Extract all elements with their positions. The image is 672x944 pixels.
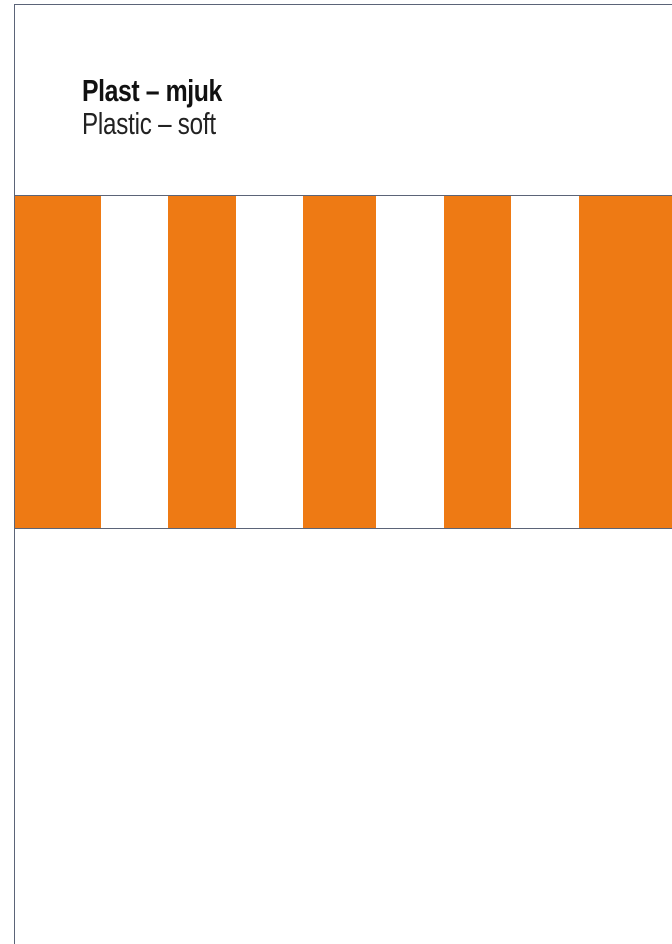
stripe-orange xyxy=(15,196,101,528)
title-swedish: Plast – mjuk xyxy=(82,73,222,108)
title-block: Plast – mjuk Plastic – soft xyxy=(82,74,257,140)
stripe-orange xyxy=(579,196,672,528)
stripe-band xyxy=(15,195,672,529)
stripe-white xyxy=(376,196,444,528)
stripe-orange xyxy=(303,196,376,528)
stripe-white xyxy=(101,196,168,528)
stripe-orange xyxy=(444,196,511,528)
stripe-orange xyxy=(168,196,236,528)
stripe-white xyxy=(511,196,579,528)
stripe-white xyxy=(236,196,303,528)
title-english: Plastic – soft xyxy=(82,106,216,141)
